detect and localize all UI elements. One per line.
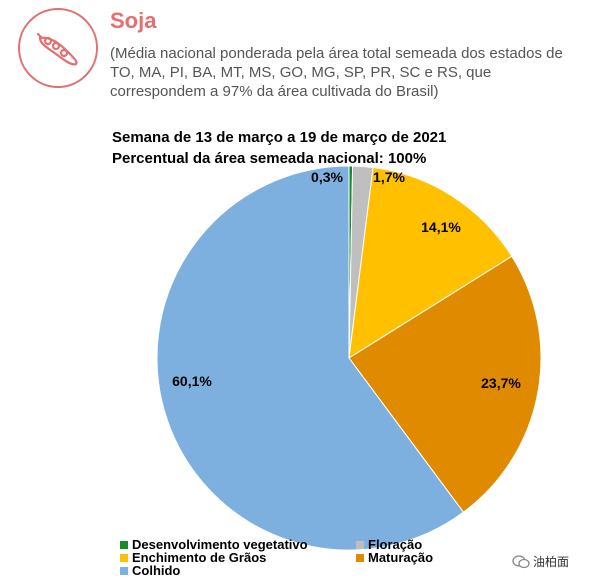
legend-swatch xyxy=(120,553,128,562)
legend-label: Floração xyxy=(368,537,423,552)
legend-item-enchimento: Enchimento de Grãos xyxy=(120,551,356,564)
legend-label: Desenvolvimento vegetativo xyxy=(132,537,308,552)
watermark-text: 油柏面 xyxy=(533,555,570,569)
chart-title: Semana de 13 de março a 19 de março de 2… xyxy=(112,129,447,146)
pie-slice xyxy=(348,166,513,359)
legend-label: Enchimento de Grãos xyxy=(132,550,267,565)
legend-item-desenvolvimento: Desenvolvimento vegetativo xyxy=(120,538,356,551)
slice-data-label: 60,1% xyxy=(172,373,212,389)
legend-item-maturacao: Maturação xyxy=(356,551,433,564)
soybean-logo-icon xyxy=(16,6,100,90)
legend-swatch xyxy=(356,553,364,562)
legend-label: Colhido xyxy=(132,563,181,578)
legend: Desenvolvimento vegetativo Floração Ench… xyxy=(120,538,480,577)
slice-data-label: 0,3% xyxy=(311,169,343,185)
legend-swatch xyxy=(120,540,128,549)
chart-subtitle: Percentual da área semeada nacional: 100… xyxy=(112,150,427,167)
legend-swatch xyxy=(120,566,128,575)
pie-slice xyxy=(348,255,542,513)
watermark: 油柏面 xyxy=(512,553,569,570)
crop-subtitle: (Média nacional ponderada pela área tota… xyxy=(110,45,563,100)
legend-swatch xyxy=(356,540,364,549)
wechat-icon xyxy=(512,554,530,568)
crop-title: Soja xyxy=(110,8,157,33)
pie-slice xyxy=(156,165,465,551)
slice-data-label: 14,1% xyxy=(421,219,461,235)
legend-item-colhido: Colhido xyxy=(120,564,356,577)
legend-label: Maturação xyxy=(368,550,434,565)
slice-data-label: 23,7% xyxy=(481,375,521,391)
legend-item-floracao: Floração xyxy=(356,538,422,551)
slice-data-label: 1,7% xyxy=(373,169,405,185)
